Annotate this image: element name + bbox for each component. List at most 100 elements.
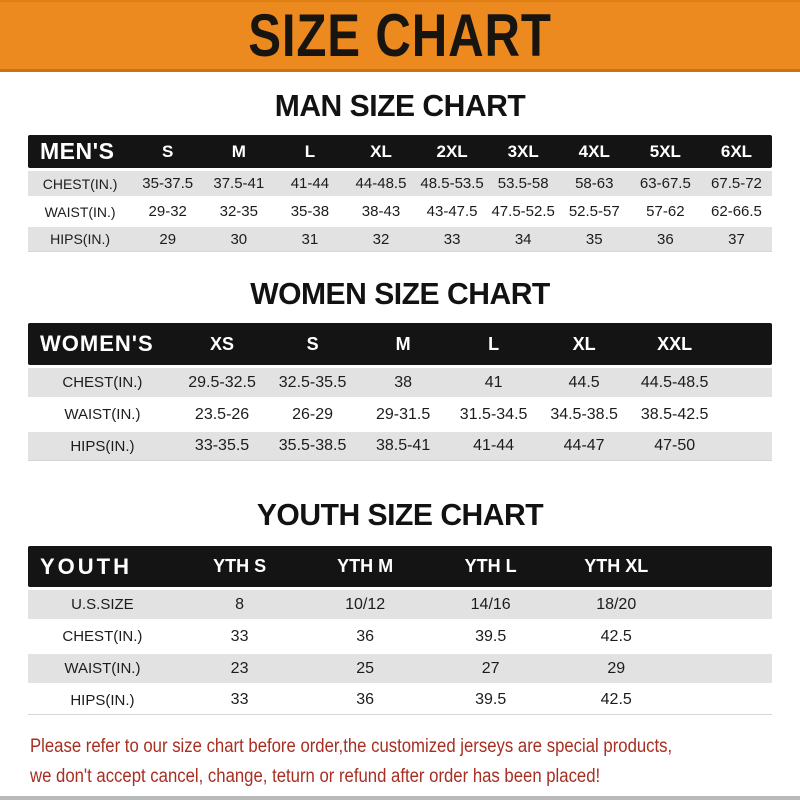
cell-value: 58-63: [575, 175, 614, 192]
header-spacer-cell: [719, 323, 772, 365]
cell-value: 53.5-58: [497, 175, 549, 192]
cell-value: 31.5-34.5: [459, 405, 528, 423]
cell-value: 29: [607, 659, 626, 677]
table-row: U.S.SIZE 8 10/12 14/16 18/20: [28, 590, 772, 619]
row-label: HIPS(IN.): [28, 432, 177, 461]
youth-header-row: YOUTH YTH S YTH M YTH L YTH XL: [28, 546, 772, 587]
cell-value: 33-35.5: [176, 432, 268, 461]
cell-value: 23.5-26: [194, 405, 250, 423]
women-header-row: WOMEN'S XS S M L XL XXL: [28, 323, 772, 365]
cell-value: 38.5-42.5: [640, 405, 709, 423]
men-header-row: MEN'S S M L XL 2XL 3XL 4XL 5XL 6XL: [28, 135, 772, 168]
cell-value: 35-37.5: [142, 175, 194, 192]
cell-value: 42.5: [553, 686, 679, 715]
cell-value: 41: [484, 373, 503, 391]
row-spacer-cell: [720, 400, 772, 429]
cell-value: 29-32: [148, 203, 187, 220]
table-row: CHEST(IN.) 29.5-32.5 32.5-35.5 38 41 44.5 44.5…: [28, 368, 772, 397]
column-header: 2XL: [416, 135, 488, 168]
column-header: M: [357, 323, 449, 365]
row-label: CHEST(IN.): [62, 628, 143, 645]
column-header: 4XL: [558, 135, 630, 168]
cell-value: 39.5: [427, 686, 554, 715]
column-header: M: [203, 135, 275, 168]
cell-value: 35-38: [290, 203, 330, 220]
table-row: CHEST(IN.) 35-37.5 37.5-41 41-44 44-48.5 48.5…: [28, 171, 772, 196]
cell-value: 29-31.5: [375, 405, 431, 423]
cell-value: 37: [700, 227, 772, 252]
men-size-table: MEN'S S M L XL 2XL 3XL 4XL 5XL 6XL CHEST(IN.) 35-3…: [28, 132, 772, 255]
row-label: WAIST(IN.): [64, 406, 141, 423]
row-label: WAIST(IN.): [64, 660, 141, 677]
youth-section: YOUTH SIZE CHART YOUTH YTH S YTH M YTH L YTH…: [0, 497, 800, 718]
cell-value: 43-47.5: [426, 203, 478, 220]
table-row: WAIST(IN.) 29-32 32-35 35-38 38-43 43-47.5 47.…: [28, 199, 772, 224]
cell-value: 44-47: [538, 432, 630, 461]
row-spacer-cell: [719, 432, 772, 461]
cell-value: 26-29: [292, 405, 334, 423]
cell-value: 67.5-72: [711, 175, 762, 192]
cell-value: 62-66.5: [711, 203, 762, 220]
column-header: L: [448, 323, 539, 365]
man-section-title: MAN SIZE CHART: [274, 88, 526, 123]
cell-value: 34: [487, 227, 559, 252]
row-spacer-cell: [679, 622, 772, 651]
cell-value: 32.5-35.5: [278, 373, 347, 391]
cell-value: 33: [416, 227, 488, 252]
men-section: MAN SIZE CHART MEN'S S M L XL 2XL 3XL 4XL 5XL 6XL…: [0, 88, 800, 255]
cell-value: 48.5-53.5: [420, 175, 484, 192]
cell-value: 44.5: [568, 373, 600, 391]
cell-value: 18/20: [596, 595, 637, 613]
cell-value: 30: [203, 227, 275, 252]
cell-value: 38.5-41: [357, 432, 449, 461]
cell-value: 42.5: [600, 627, 632, 645]
cell-value: 57-62: [646, 203, 685, 220]
table-row: WAIST(IN.) 23.5-26 26-29 29-31.5 31.5-34.5 34…: [28, 400, 772, 429]
column-header: L: [274, 135, 346, 168]
column-header: XXL: [629, 323, 720, 365]
cell-value: 10/12: [345, 595, 386, 613]
column-header: YTH S: [176, 546, 303, 587]
table-row: CHEST(IN.) 33 36 39.5 42.5: [28, 622, 772, 651]
cell-value: 27: [481, 659, 500, 677]
women-section-title: WOMEN SIZE CHART: [250, 276, 550, 311]
cell-value: 33: [176, 686, 303, 715]
column-header: 6XL: [700, 135, 772, 168]
cell-value: 44.5-48.5: [640, 373, 709, 391]
cell-value: 47-50: [629, 432, 720, 461]
table-row: HIPS(IN.) 29 30 31 32 33 34 35 36 37: [28, 227, 772, 252]
row-label: CHEST(IN.): [42, 175, 118, 192]
cell-value: 29.5-32.5: [188, 373, 256, 391]
disclaimer-line-2: we don't accept cancel, change, teturn o…: [30, 766, 601, 787]
cell-value: 32: [345, 227, 417, 252]
cell-value: 8: [235, 595, 245, 613]
row-spacer-cell: [720, 368, 772, 397]
column-header: XL: [538, 323, 630, 365]
cell-value: 36: [302, 686, 428, 715]
youth-section-title: YOUTH SIZE CHART: [256, 497, 544, 532]
row-spacer-cell: [679, 654, 772, 683]
header-spacer-cell: [679, 546, 772, 587]
cell-value: 36: [356, 627, 375, 645]
row-label: HIPS(IN.): [28, 227, 133, 252]
cell-value: 63-67.5: [639, 175, 691, 192]
bottom-edge-strip: [0, 796, 800, 800]
cell-value: 29: [132, 227, 204, 252]
table-corner-label: MEN'S: [28, 135, 133, 168]
row-label: WAIST(IN.): [44, 203, 116, 220]
cell-value: 33: [230, 627, 249, 645]
column-header: 5XL: [629, 135, 701, 168]
cell-value: 44-48.5: [355, 175, 407, 192]
row-spacer-cell: [679, 686, 772, 715]
cell-value: 25: [356, 659, 375, 677]
cell-value: 41-44: [290, 175, 330, 192]
cell-value: 38: [394, 373, 412, 391]
disclaimer-line-1: Please refer to our size chart before or…: [30, 736, 673, 757]
cell-value: 35: [558, 227, 630, 252]
cell-value: 14/16: [470, 595, 511, 613]
column-header: YTH XL: [553, 546, 679, 587]
table-corner-label: YOUTH: [28, 546, 177, 587]
cell-value: 31: [274, 227, 346, 252]
cell-value: 35.5-38.5: [267, 432, 358, 461]
row-spacer-cell: [679, 590, 772, 619]
